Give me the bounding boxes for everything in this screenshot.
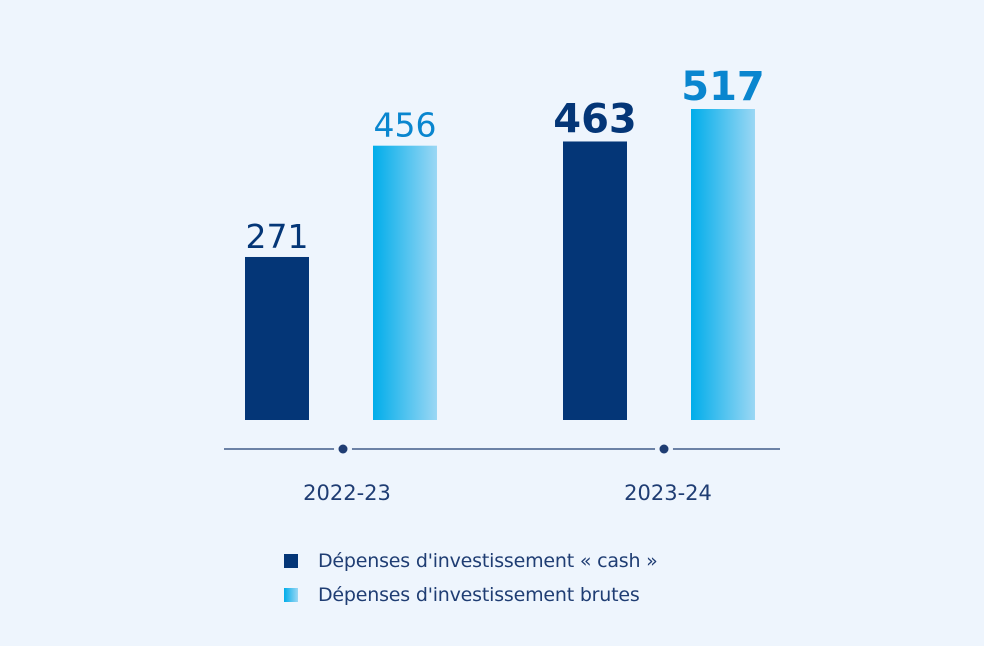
x-tick-label-2023-24: 2023-24 <box>624 481 712 505</box>
bar-cash-2023-24 <box>563 141 627 420</box>
legend-label-brutes: Dépenses d'investissement brutes <box>318 584 640 606</box>
x-tick-label-2022-23: 2022-23 <box>303 481 391 505</box>
bar-brutes-2023-24 <box>691 109 755 420</box>
value-label-cash-2023-24: 463 <box>553 96 637 142</box>
value-labels-group: 271 463 456 517 <box>246 64 765 256</box>
x-axis <box>224 440 780 458</box>
legend-swatch-brutes <box>284 588 298 602</box>
legend-swatch-cash <box>284 554 298 568</box>
x-axis-marker-2022-23 <box>338 444 348 454</box>
bar-brutes-2022-23 <box>373 145 437 420</box>
x-axis-marker-2023-24 <box>659 444 669 454</box>
legend-item-cash: Dépenses d'investissement « cash » <box>284 544 784 578</box>
bar-cash-2022-23 <box>245 256 309 420</box>
value-label-cash-2022-23: 271 <box>246 217 309 256</box>
legend-item-brutes: Dépenses d'investissement brutes <box>284 578 784 612</box>
x-tick-labels-group: 2022-23 2023-24 <box>303 481 712 505</box>
value-label-brutes-2023-24: 517 <box>681 64 765 110</box>
legend: Dépenses d'investissement « cash » Dépen… <box>284 544 784 612</box>
legend-label-cash: Dépenses d'investissement « cash » <box>318 550 658 572</box>
bars-group <box>245 109 755 420</box>
value-label-brutes-2022-23: 456 <box>374 106 437 145</box>
